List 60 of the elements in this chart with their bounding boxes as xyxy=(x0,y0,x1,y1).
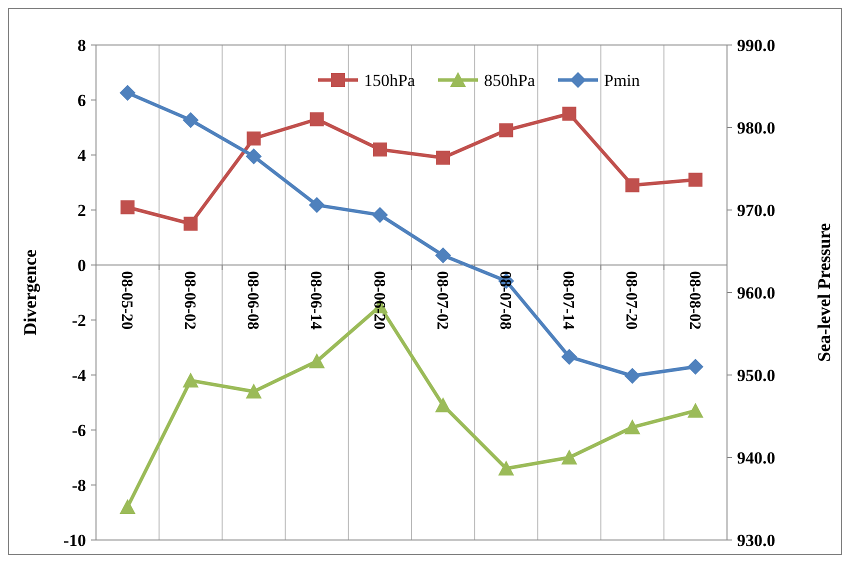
y2-tick-label: 930.0 xyxy=(737,530,776,550)
x-tick-label: 08-05-20 xyxy=(118,271,135,330)
y-tick-label: -6 xyxy=(72,420,86,440)
point xyxy=(687,402,704,418)
point xyxy=(561,348,578,365)
point xyxy=(624,419,640,434)
y-tick-label: -4 xyxy=(72,366,86,385)
legend-label: Pmin xyxy=(604,70,640,90)
point xyxy=(246,132,261,146)
point xyxy=(372,206,388,223)
point xyxy=(498,460,514,476)
y2-tick-label: 950.0 xyxy=(737,366,776,385)
y2-tick-label: 940.0 xyxy=(737,448,776,468)
x-tick-label: 08-06-14 xyxy=(307,271,324,330)
y2-axis-title: Sea-level Pressure xyxy=(814,223,834,362)
x-tick-label: 08-06-08 xyxy=(244,271,262,330)
point xyxy=(435,247,452,264)
x-tick-label: 08-07-14 xyxy=(560,271,577,330)
legend-label: 150hPa xyxy=(364,70,416,90)
x-tick-label: 08-07-20 xyxy=(622,271,640,330)
point xyxy=(688,172,702,187)
x-tick-label: 08-08-02 xyxy=(686,271,703,330)
x-tick-label: 08-07-08 xyxy=(496,271,514,330)
y-tick-label: 6 xyxy=(78,90,86,110)
y-tick-label: -2 xyxy=(72,310,86,330)
point xyxy=(562,106,576,121)
point xyxy=(436,150,450,165)
point xyxy=(310,112,324,126)
y2-tick-label: 970.0 xyxy=(737,200,776,220)
point xyxy=(246,384,262,398)
point xyxy=(246,148,262,164)
point xyxy=(120,200,135,214)
legend-label: 850hPa xyxy=(484,70,536,90)
point xyxy=(308,197,325,214)
point xyxy=(499,123,514,138)
y-tick-label: -8 xyxy=(72,476,86,495)
y-tick-label: 8 xyxy=(78,36,86,55)
point xyxy=(624,368,640,384)
point xyxy=(435,397,452,412)
x-tick-label: 08-07-02 xyxy=(433,271,450,330)
x-tick-label: 08-06-20 xyxy=(370,271,388,330)
point xyxy=(625,178,640,192)
point xyxy=(120,84,136,101)
point xyxy=(120,499,136,514)
point xyxy=(687,358,704,375)
y2-tick-label: 980.0 xyxy=(737,118,776,138)
y-tick-label: -10 xyxy=(63,530,86,550)
y-tick-label: 0 xyxy=(78,256,86,275)
x-tick-label: 08-06-02 xyxy=(181,271,198,330)
y2-tick-label: 990.0 xyxy=(737,36,776,55)
point xyxy=(182,372,199,388)
y-tick-label: 2 xyxy=(78,200,86,220)
y-tick-label: 4 xyxy=(78,146,86,165)
point xyxy=(308,353,325,368)
y-axis-title: Divergence xyxy=(20,250,40,336)
y2-tick-label: 960.0 xyxy=(737,283,776,302)
point xyxy=(561,450,578,464)
point xyxy=(182,112,199,128)
point xyxy=(372,142,387,156)
point xyxy=(184,216,198,231)
